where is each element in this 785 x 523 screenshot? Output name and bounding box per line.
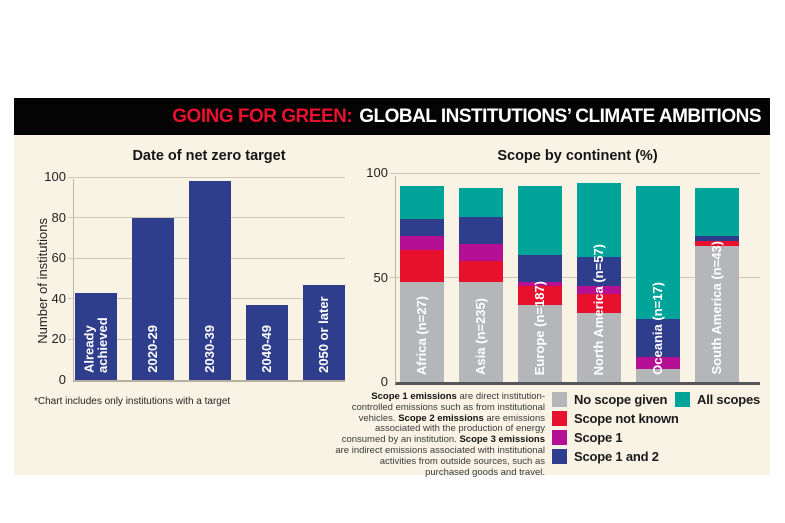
segment-scope-1 xyxy=(577,285,621,295)
stacked-bar-asia-n-235: Asia (n=235) xyxy=(459,187,503,382)
bar-2040-49: 2040-49 xyxy=(246,304,288,380)
stacked-bar-label-north-america-n-57: North America (n=57) xyxy=(591,243,607,375)
segment-no-scope-given xyxy=(636,369,680,382)
segment-no-scope-given xyxy=(518,304,562,382)
segment-no-scope-given xyxy=(459,281,503,382)
bar-label-already-achieved: Already achieved xyxy=(81,317,110,373)
stacked-bar-europe-n-187: Europe (n=187) xyxy=(518,185,562,382)
stacked-bar-africa-n-27: Africa (n=27) xyxy=(400,185,444,382)
stacked-bar-label-africa-n-27: Africa (n=27) xyxy=(414,295,430,375)
bar-label-2030-39: 2030-39 xyxy=(202,325,218,373)
segment-all-scopes xyxy=(636,185,680,320)
banner-title: GLOBAL INSTITUTIONS’ CLIMATE AMBITIONS xyxy=(359,105,761,127)
legend-swatch-scope-1 xyxy=(552,430,567,445)
legend-swatch-no-scope-given xyxy=(552,392,567,407)
segment-scope-1-and-2 xyxy=(459,216,503,245)
legend-item-no-scope-given: No scope given xyxy=(552,392,679,407)
stacked-bar-north-america-n-57: North America (n=57) xyxy=(577,183,621,382)
note-term-scope-2-emissions: Scope 2 emissions xyxy=(398,412,484,424)
bar-label-2020-29: 2020-29 xyxy=(145,325,161,373)
y-tick-label-40: 40 xyxy=(51,290,66,306)
scope-bars: Africa (n=27) Asia (n=235) Europe (n=187) N… xyxy=(396,176,760,382)
segment-scope-1-and-2 xyxy=(695,235,739,241)
net-zero-plot-area: 0 20 40 60 80 100 Already achieved 2020-29 2030-… xyxy=(44,170,345,387)
segment-scope-1 xyxy=(636,356,680,370)
stacked-bar-oceania-n-17: Oceania (n=17) xyxy=(636,185,680,382)
net-zero-y-axis-label: Number of institutions xyxy=(34,217,50,344)
net-zero-footnote: *Chart includes only institutions with a… xyxy=(34,396,231,407)
y-tick-label-100: 100 xyxy=(44,169,66,184)
segment-all-scopes xyxy=(577,183,621,257)
scope-plot-area: 0 50 100 Africa (n=27) Asia (n=235) Europe (n… xyxy=(366,166,760,389)
segment-no-scope-given xyxy=(577,313,621,382)
legend-label-scope-1-and-2: Scope 1 and 2 xyxy=(574,449,659,464)
segment-all-scopes xyxy=(695,187,739,236)
scope-definitions-text: Scope 1 emissions are direct institution… xyxy=(335,391,545,478)
segment-no-scope-given xyxy=(695,246,739,382)
legend-swatch-all-scopes xyxy=(675,392,690,407)
legend-swatch-scope-not-known xyxy=(552,411,567,426)
legend-item-all-scopes: All scopes xyxy=(675,392,760,407)
segment-scope-1-and-2 xyxy=(636,319,680,357)
segment-all-scopes xyxy=(518,185,562,255)
stacked-bar-label-south-america-n-43: South America (n=43) xyxy=(709,241,725,375)
segment-scope-1 xyxy=(400,235,444,251)
bar-already-achieved: Already achieved xyxy=(75,292,117,380)
net-zero-chart-title: Date of net zero target xyxy=(132,148,286,164)
climate-ambitions-infographic: GOING FOR GREEN: GLOBAL INSTITUTIONS’ CL… xyxy=(14,98,770,478)
y-tick-label-20: 20 xyxy=(51,331,66,347)
legend-swatch-scope-1-and-2 xyxy=(552,449,567,464)
segment-all-scopes xyxy=(400,185,444,219)
net-zero-y-axis-label-box: Number of institutions xyxy=(32,179,52,382)
segment-scope-not-known xyxy=(518,285,562,305)
y-tick-label-60: 60 xyxy=(51,250,66,266)
legend-column-2: All scopes xyxy=(675,392,760,411)
legend-label-no-scope-given: No scope given xyxy=(574,392,668,407)
stacked-bar-label-asia-n-235: Asia (n=235) xyxy=(473,298,489,375)
segment-scope-1 xyxy=(518,281,562,286)
legend-item-scope-not-known: Scope not known xyxy=(552,411,679,426)
segment-scope-not-known xyxy=(695,240,739,247)
y-tick-label-80: 80 xyxy=(51,209,66,225)
legend-item-scope-1: Scope 1 xyxy=(552,430,679,445)
bar-2030-39: 2030-39 xyxy=(189,181,231,380)
stacked-bar-label-europe-n-187: Europe (n=187) xyxy=(532,280,548,375)
segment-scope-1-and-2 xyxy=(518,254,562,282)
legend-item-scope-1-and-2: Scope 1 and 2 xyxy=(552,449,679,464)
segment-all-scopes xyxy=(459,187,503,217)
y-tick-label-50: 50 xyxy=(373,269,388,285)
legend-label-scope-not-known: Scope not known xyxy=(574,411,679,426)
bar-label-2050-or-later: 2050 or later xyxy=(316,296,332,373)
segment-scope-1-and-2 xyxy=(577,256,621,286)
note-term-scope-3-emissions: Scope 3 emissions xyxy=(459,434,545,446)
legend-column-1: No scope given Scope not known Scope 1 Scop… xyxy=(552,392,679,468)
stacked-bar-label-oceania-n-17: Oceania (n=17) xyxy=(650,282,666,375)
y-tick-label-100: 100 xyxy=(366,165,388,180)
header-banner: GOING FOR GREEN: GLOBAL INSTITUTIONS’ CL… xyxy=(14,98,770,135)
gridline-100 xyxy=(68,176,345,178)
banner-highlight: GOING FOR GREEN: xyxy=(172,105,353,127)
note-term-scope-1-emissions: Scope 1 emissions xyxy=(371,391,457,402)
legend-label-scope-1: Scope 1 xyxy=(574,430,623,445)
segment-scope-not-known xyxy=(577,294,621,314)
gridline-100 xyxy=(390,172,760,174)
segment-scope-1-and-2 xyxy=(400,219,444,236)
legend-label-all-scopes: All scopes xyxy=(697,392,761,407)
bar-label-2040-49: 2040-49 xyxy=(259,325,275,373)
figure-body: Date of net zero target Number of instit… xyxy=(14,135,770,478)
scope-chart-title: Scope by continent (%) xyxy=(497,148,658,164)
bar-2020-29: 2020-29 xyxy=(132,217,174,380)
segment-scope-not-known xyxy=(459,260,503,282)
bar-2050-or-later: 2050 or later xyxy=(303,284,345,380)
gridline-50 xyxy=(390,277,760,278)
y-tick-label-0: 0 xyxy=(380,374,388,389)
segment-no-scope-given xyxy=(400,281,444,382)
y-tick-label-0: 0 xyxy=(58,372,66,387)
net-zero-bars: Already achieved 2020-29 2030-39 2040-49 205… xyxy=(74,179,345,380)
segment-scope-1 xyxy=(459,244,503,261)
segment-scope-not-known xyxy=(400,250,444,282)
stacked-bar-south-america-n-43: South America (n=43) xyxy=(695,187,739,382)
